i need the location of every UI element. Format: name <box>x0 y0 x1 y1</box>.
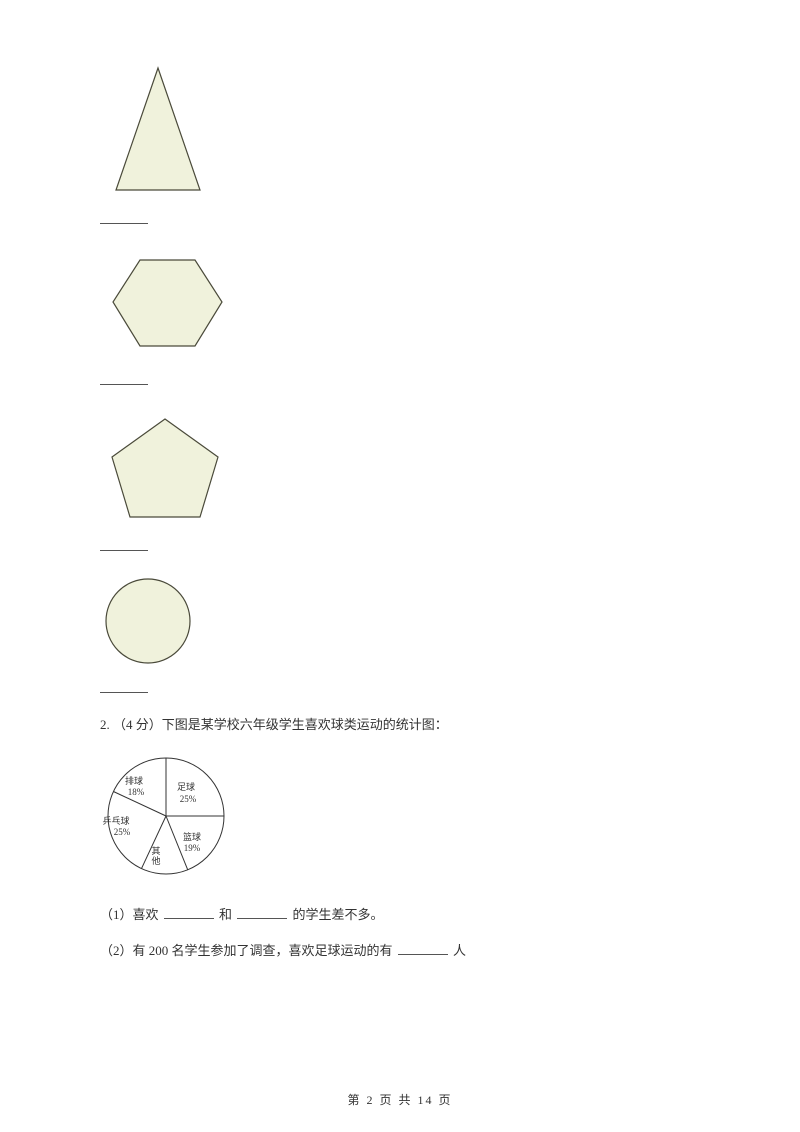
answer-blank-hexagon[interactable] <box>100 371 148 385</box>
shape-circle <box>100 573 700 669</box>
shape-pentagon <box>100 407 700 527</box>
sub1-blank-1[interactable] <box>164 907 214 919</box>
pentagon-svg <box>100 407 230 527</box>
svg-text:排球: 排球 <box>125 775 143 786</box>
svg-text:他: 他 <box>151 855 160 866</box>
sub1-blank-2[interactable] <box>237 907 287 919</box>
svg-text:25%: 25% <box>180 794 197 804</box>
circle-svg <box>100 573 196 669</box>
footer-mid: 页 共 <box>374 1093 417 1107</box>
svg-text:乒乓球: 乒乓球 <box>102 815 129 826</box>
pie-chart: 足球25%篮球19%其他乒乓球25%排球18% <box>100 750 700 887</box>
document-page: 2. （4 分）下图是某学校六年级学生喜欢球类运动的统计图： 足球 25% 篮球19… <box>0 0 800 1132</box>
svg-text:25%: 25% <box>114 827 131 837</box>
svg-text:19%: 19% <box>184 843 201 853</box>
footer-suffix: 页 <box>434 1093 453 1107</box>
sub1-text-a: （1）喜欢 <box>100 907 159 922</box>
page-footer: 第 2 页 共 14 页 <box>0 1091 800 1110</box>
shape-triangle <box>100 60 700 200</box>
pie-chart-svg: 足球25%篮球19%其他乒乓球25%排球18% <box>100 750 250 880</box>
answer-blank-pentagon[interactable] <box>100 537 148 551</box>
subquestion-1: （1）喜欢 和 的学生差不多。 <box>100 905 700 926</box>
sub1-text-b: 和 <box>219 907 232 922</box>
sub2-text-b: 人 <box>453 943 466 958</box>
answer-blank-triangle[interactable] <box>100 210 148 224</box>
answer-blank-circle[interactable] <box>100 679 148 693</box>
svg-text:其: 其 <box>151 846 160 856</box>
svg-text:18%: 18% <box>128 787 145 797</box>
shape-hexagon <box>100 246 700 361</box>
svg-text:篮球: 篮球 <box>183 831 201 842</box>
sub1-text-c: 的学生差不多。 <box>293 907 384 922</box>
sub2-blank-1[interactable] <box>398 943 448 955</box>
question-2-prompt: 2. （4 分）下图是某学校六年级学生喜欢球类运动的统计图： <box>100 715 700 736</box>
sub2-text-a: （2）有 200 名学生参加了调查，喜欢足球运动的有 <box>100 943 393 958</box>
subquestion-2: （2）有 200 名学生参加了调查，喜欢足球运动的有 人 <box>100 941 700 962</box>
svg-text:足球: 足球 <box>177 781 195 792</box>
footer-total: 14 <box>418 1093 434 1107</box>
footer-prefix: 第 <box>347 1093 366 1107</box>
triangle-svg <box>100 60 215 200</box>
hexagon-svg <box>100 246 230 361</box>
